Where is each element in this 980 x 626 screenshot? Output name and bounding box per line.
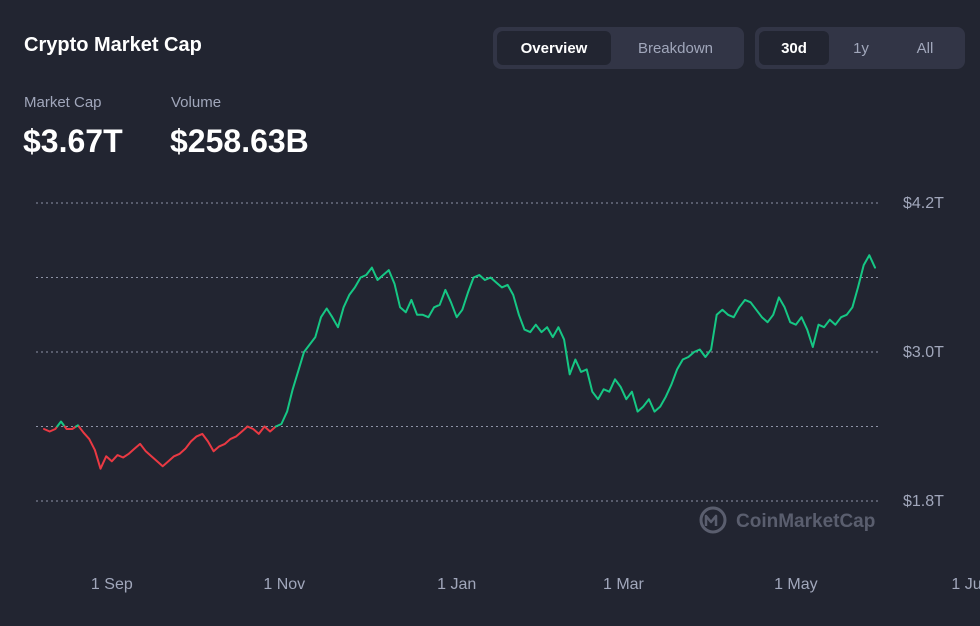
y-tick-label: $3.0T <box>903 344 944 361</box>
series-line-down <box>263 425 277 433</box>
y-tick-label: $1.8T <box>903 493 944 510</box>
y-axis: $4.2T $3.0T $1.8T <box>903 195 944 510</box>
chart-series <box>43 254 876 470</box>
tab-overview[interactable]: Overview <box>497 31 611 65</box>
tab-breakdown[interactable]: Breakdown <box>637 39 714 57</box>
volume-label: Volume <box>171 94 222 111</box>
x-tick-label: 1 Sep <box>91 576 133 593</box>
series-line-down <box>77 425 249 470</box>
volume-value: $258.63B <box>170 123 309 159</box>
x-tick-label: 1 Jul <box>951 576 980 593</box>
x-tick-label: 1 Nov <box>263 576 305 593</box>
series-line-down <box>246 425 266 435</box>
x-tick-label: 1 Jan <box>437 576 476 593</box>
range-all-button[interactable]: All <box>916 39 934 57</box>
series-line-up <box>56 420 66 428</box>
x-tick-label: 1 Mar <box>603 576 645 593</box>
market-cap-label: Market Cap <box>24 94 102 111</box>
range-1y-button[interactable]: 1y <box>853 39 869 57</box>
chart-grid <box>36 202 880 502</box>
series-line-down <box>63 425 77 430</box>
range-30d-button[interactable]: 30d <box>759 31 829 65</box>
view-toggle: Overview Breakdown <box>493 27 744 69</box>
series-line-down <box>43 425 59 433</box>
y-tick-label: $4.2T <box>903 195 944 212</box>
coinmarketcap-logo-icon <box>699 506 727 534</box>
watermark-text: CoinMarketCap <box>736 511 875 532</box>
page-title: Crypto Market Cap <box>24 34 202 56</box>
range-toggle: 30d 1y All <box>755 27 965 69</box>
market-cap-value: $3.67T <box>23 123 123 159</box>
x-axis: 1 Sep 1 Nov 1 Jan 1 Mar 1 May 1 Jul <box>91 576 980 593</box>
watermark: CoinMarketCap <box>699 506 875 534</box>
series-line-up <box>274 254 876 428</box>
x-tick-label: 1 May <box>774 576 818 593</box>
